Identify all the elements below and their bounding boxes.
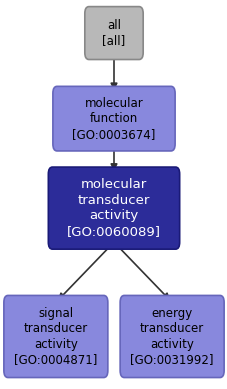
Text: all
[all]: all [all] xyxy=(102,19,125,47)
FancyBboxPatch shape xyxy=(84,7,143,60)
FancyBboxPatch shape xyxy=(120,296,223,377)
Text: molecular
function
[GO:0003674]: molecular function [GO:0003674] xyxy=(72,96,155,141)
FancyBboxPatch shape xyxy=(48,167,179,249)
Text: molecular
transducer
activity
[GO:0060089]: molecular transducer activity [GO:006008… xyxy=(67,179,160,238)
Text: energy
transducer
activity
[GO:0031992]: energy transducer activity [GO:0031992] xyxy=(130,307,213,366)
FancyBboxPatch shape xyxy=(53,86,174,151)
FancyBboxPatch shape xyxy=(4,296,107,377)
Text: signal
transducer
activity
[GO:0004871]: signal transducer activity [GO:0004871] xyxy=(14,307,97,366)
